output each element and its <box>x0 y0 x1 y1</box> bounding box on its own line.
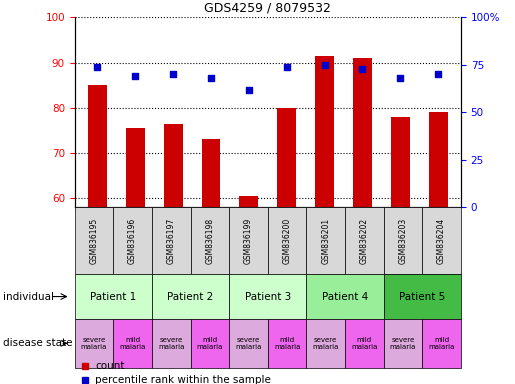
Bar <box>277 108 296 207</box>
Bar <box>422 207 461 275</box>
Text: GSM836198: GSM836198 <box>205 218 214 264</box>
Point <box>283 64 291 70</box>
Text: count: count <box>95 361 125 371</box>
Point <box>93 64 101 70</box>
Point <box>169 71 177 78</box>
Text: GSM836197: GSM836197 <box>167 218 176 264</box>
Bar <box>239 196 259 207</box>
Text: individual: individual <box>3 291 54 301</box>
Point <box>245 86 253 93</box>
Bar <box>88 85 107 207</box>
Point <box>358 66 367 72</box>
Point <box>207 75 215 81</box>
Text: Patient 3: Patient 3 <box>245 291 291 301</box>
Bar <box>152 275 229 319</box>
Bar <box>268 319 306 368</box>
Bar <box>384 319 422 368</box>
Text: Patient 4: Patient 4 <box>322 291 368 301</box>
Text: mild
malaria: mild malaria <box>428 337 455 350</box>
Bar <box>201 139 220 207</box>
Bar <box>315 56 334 207</box>
Bar <box>345 207 384 275</box>
Bar <box>75 319 113 368</box>
Bar <box>152 207 191 275</box>
Text: GSM836203: GSM836203 <box>399 218 407 264</box>
Bar <box>126 128 145 207</box>
Bar <box>229 319 268 368</box>
Text: GSM836201: GSM836201 <box>321 218 330 264</box>
Bar <box>306 319 345 368</box>
Text: disease state: disease state <box>3 338 72 348</box>
Bar <box>429 113 448 207</box>
Bar <box>345 319 384 368</box>
Text: Patient 5: Patient 5 <box>399 291 445 301</box>
Text: severe
malaria: severe malaria <box>313 337 339 350</box>
Text: GSM836200: GSM836200 <box>283 218 291 264</box>
Point <box>434 71 442 78</box>
Text: Patient 1: Patient 1 <box>90 291 136 301</box>
Bar <box>191 319 229 368</box>
Text: percentile rank within the sample: percentile rank within the sample <box>95 375 271 384</box>
Text: GSM836202: GSM836202 <box>360 218 369 264</box>
Bar <box>384 207 422 275</box>
Point <box>320 62 329 68</box>
Bar <box>306 207 345 275</box>
Bar <box>191 207 229 275</box>
Point <box>396 75 404 81</box>
Text: Patient 2: Patient 2 <box>167 291 214 301</box>
Bar <box>75 275 152 319</box>
Bar <box>113 319 152 368</box>
Text: mild
malaria: mild malaria <box>351 337 377 350</box>
Bar <box>113 207 152 275</box>
Bar <box>306 275 384 319</box>
Point <box>131 73 140 79</box>
Title: GDS4259 / 8079532: GDS4259 / 8079532 <box>204 2 331 15</box>
Bar <box>75 207 113 275</box>
Text: severe
malaria: severe malaria <box>235 337 262 350</box>
Bar <box>164 124 183 207</box>
Bar <box>268 207 306 275</box>
Bar <box>391 117 410 207</box>
Text: GSM836195: GSM836195 <box>90 218 98 264</box>
Bar <box>384 275 461 319</box>
Text: severe
malaria: severe malaria <box>81 337 107 350</box>
Text: severe
malaria: severe malaria <box>390 337 416 350</box>
Text: GSM836196: GSM836196 <box>128 218 137 264</box>
Text: mild
malaria: mild malaria <box>197 337 223 350</box>
Text: severe
malaria: severe malaria <box>158 337 184 350</box>
Bar <box>422 319 461 368</box>
Bar <box>229 275 306 319</box>
Text: mild
malaria: mild malaria <box>274 337 300 350</box>
Bar <box>229 207 268 275</box>
Text: mild
malaria: mild malaria <box>119 337 146 350</box>
Text: GSM836204: GSM836204 <box>437 218 446 264</box>
Bar <box>152 319 191 368</box>
Text: GSM836199: GSM836199 <box>244 218 253 264</box>
Bar <box>353 58 372 207</box>
